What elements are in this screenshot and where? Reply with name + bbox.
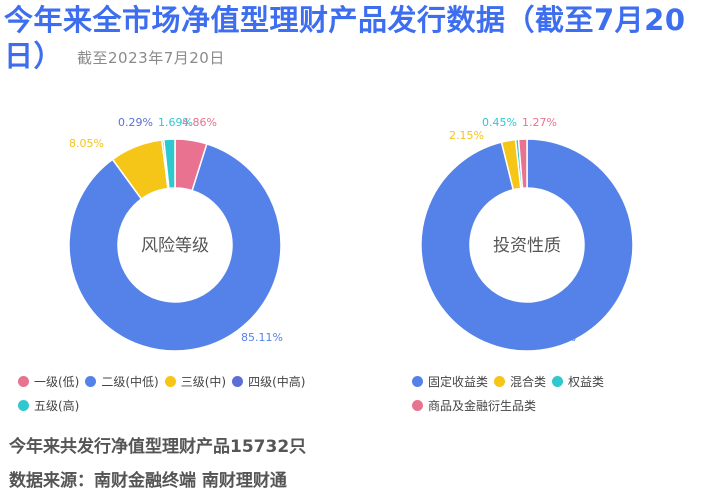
donut-center-label: 风险等级: [141, 236, 209, 256]
legend-label: 五级(高): [34, 399, 80, 413]
legend-marker: [232, 376, 244, 387]
legend-label: 混合类: [510, 375, 547, 389]
pie-slice: [162, 138, 176, 190]
legend-marker: [412, 400, 423, 411]
chart-subtitle: 截至2023年7月20日: [77, 49, 225, 67]
legend-item: 五级(高): [18, 394, 79, 418]
page-title: 今年来全市场净值型理财产品发行数据（截至7月20日） 截至2023年7月20日: [4, 2, 694, 76]
legend-item: 固定收益类: [412, 370, 488, 394]
pie-slice: [68, 142, 282, 352]
pie-slice: [517, 138, 528, 189]
slice-value-label: 85.11%: [241, 331, 283, 344]
legend-label: 四级(中高): [248, 375, 306, 389]
slice-value-label: 0.29%: [118, 116, 153, 129]
legend-item: 二级(中低): [85, 370, 159, 394]
legend-label: 三级(中): [180, 375, 227, 389]
footer-source: 数据来源：南财金融终端 南财理财通: [9, 471, 287, 491]
legend-marker: [494, 376, 506, 387]
legend-marker: [412, 376, 423, 387]
legend-label: 固定收益类: [428, 375, 489, 389]
legend-label: 权益类: [568, 375, 605, 389]
donut-center-label: 投资性质: [493, 236, 561, 256]
legend-marker: [18, 376, 29, 387]
slice-value-label: 96.12%: [534, 331, 576, 344]
legend-risk: 一级(低) 二级(中低) 三级(中) 四级(中高) 五级(高): [18, 370, 348, 418]
legend-item: 商品及金融衍生品类: [412, 394, 536, 418]
footer-total: 今年来共发行净值型理财产品15732只: [9, 437, 307, 457]
slice-value-label: 8.05%: [69, 137, 104, 150]
legend-nature: 固定收益类 混合类 权益类商品及金融衍生品类: [412, 370, 692, 418]
legend-marker: [85, 376, 97, 387]
legend-item: 权益类: [552, 370, 604, 394]
legend-item: 三级(中): [164, 370, 227, 394]
legend-label: 商品及金融衍生品类: [428, 399, 537, 413]
slice-value-label: 1.69%: [158, 116, 193, 129]
legend-label: 二级(中低): [101, 375, 159, 389]
slice-value-label: 0.45%: [482, 116, 517, 129]
legend-item: 一级(低): [18, 370, 79, 394]
slice-value-label: 4.86%: [182, 116, 217, 129]
legend-label: 一级(低): [34, 375, 80, 389]
pie-slice: [420, 138, 634, 352]
chart-title: 今年来全市场净值型理财产品发行数据（截至7月20日）: [4, 3, 686, 73]
legend-item: 混合类: [494, 370, 546, 394]
legend-marker: [18, 400, 29, 411]
slice-value-label: 1.27%: [522, 116, 557, 129]
legend-marker: [164, 376, 176, 387]
legend-marker: [552, 376, 564, 387]
legend-item: 四级(中高): [232, 370, 306, 394]
slice-value-label: 2.15%: [449, 129, 484, 142]
